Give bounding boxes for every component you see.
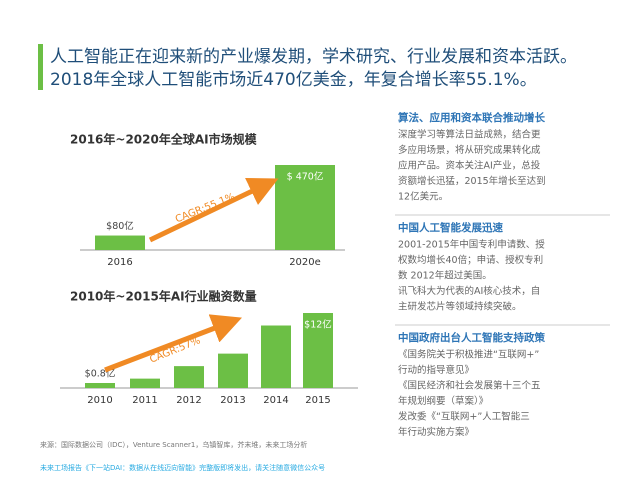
section-line: 《国民经济和社会发展第十三个五 <box>398 380 541 392</box>
source: 来源：国际数据公司（IDC），Venture Scanner1，乌镇智库，芥末堆… <box>40 440 307 449</box>
x-tick-label: 2010 <box>87 395 112 406</box>
x-tick-label: 2011 <box>132 395 157 406</box>
section-line: 年行动实施方案》 <box>398 426 474 438</box>
bar <box>130 378 160 388</box>
footer-note: 未来工场报告《下一站DAI：数据从在线迈向智能》完整版即将发出，请关注随意微信公… <box>40 463 325 472</box>
bar <box>275 165 335 250</box>
section-line: 12亿美元。 <box>398 191 448 203</box>
section-line: 《国务院关于积极推进“互联网+” <box>398 349 539 361</box>
section-line: 发改委《“互联网+”人工智能三 <box>398 411 530 423</box>
section-line: 数 2012年超过美国。 <box>398 270 492 282</box>
bar <box>85 383 115 388</box>
value-label: $ 470亿 <box>287 171 324 183</box>
header-line: 2018年全球人工智能市场近470亿美金，年复合增长率55.1%。 <box>50 70 537 90</box>
section-line: 应用产品。资本关注AI产业，总投 <box>398 160 541 172</box>
header-line: 人工智能正在迎来新的产业爆发期，学术研究、行业发展和资本活跃。 <box>50 47 577 67</box>
value-label: $80亿 <box>106 220 134 232</box>
bar <box>261 325 291 388</box>
bar <box>303 313 333 388</box>
section-heading: 中国政府出台人工智能支持政策 <box>398 331 545 344</box>
x-tick-label: 2020e <box>289 257 321 268</box>
section-line: 2001-2015年中国专利申请数、授 <box>398 239 545 251</box>
section-line: 权数均增长40倍；申请、授权专利 <box>398 254 543 266</box>
x-tick-label: 2015 <box>305 395 330 406</box>
value-label: $12亿 <box>304 319 332 331</box>
cagr-arrow <box>104 314 243 373</box>
section-line: 讯飞科大为代表的AI核心技术，自 <box>398 285 540 297</box>
chart-title: 2010年~2015年AI行业融资数量 <box>70 289 257 304</box>
section-heading: 中国人工智能发展迅速 <box>398 221 503 234</box>
cagr-arrow <box>148 177 279 243</box>
bar <box>218 353 248 388</box>
x-tick-label: 2016 <box>107 257 132 268</box>
accent-bar <box>38 44 43 90</box>
section-line: 主研发芯片等领域持续突破。 <box>398 301 522 313</box>
bar <box>174 366 204 388</box>
x-tick-label: 2012 <box>176 395 201 406</box>
x-tick-label: 2014 <box>263 395 288 406</box>
section-line: 多应用场景，将从研究成果转化成 <box>398 144 541 156</box>
section-line: 行动的指导意见》 <box>398 364 474 376</box>
section-line: 年规划纲要（草案）》 <box>398 395 488 407</box>
cagr-label: CAGR:55.1% <box>174 192 237 226</box>
x-tick-label: 2013 <box>220 395 245 406</box>
section-line: 深度学习等算法日益成熟，结合更 <box>398 129 541 141</box>
section-line: 资额增长迅猛，2015年增长至达到 <box>398 175 546 187</box>
section-heading: 算法、应用和资本联合推动增长 <box>398 111 545 124</box>
chart-title: 2016年~2020年全球AI市场规模 <box>70 132 258 147</box>
bar <box>95 235 145 250</box>
